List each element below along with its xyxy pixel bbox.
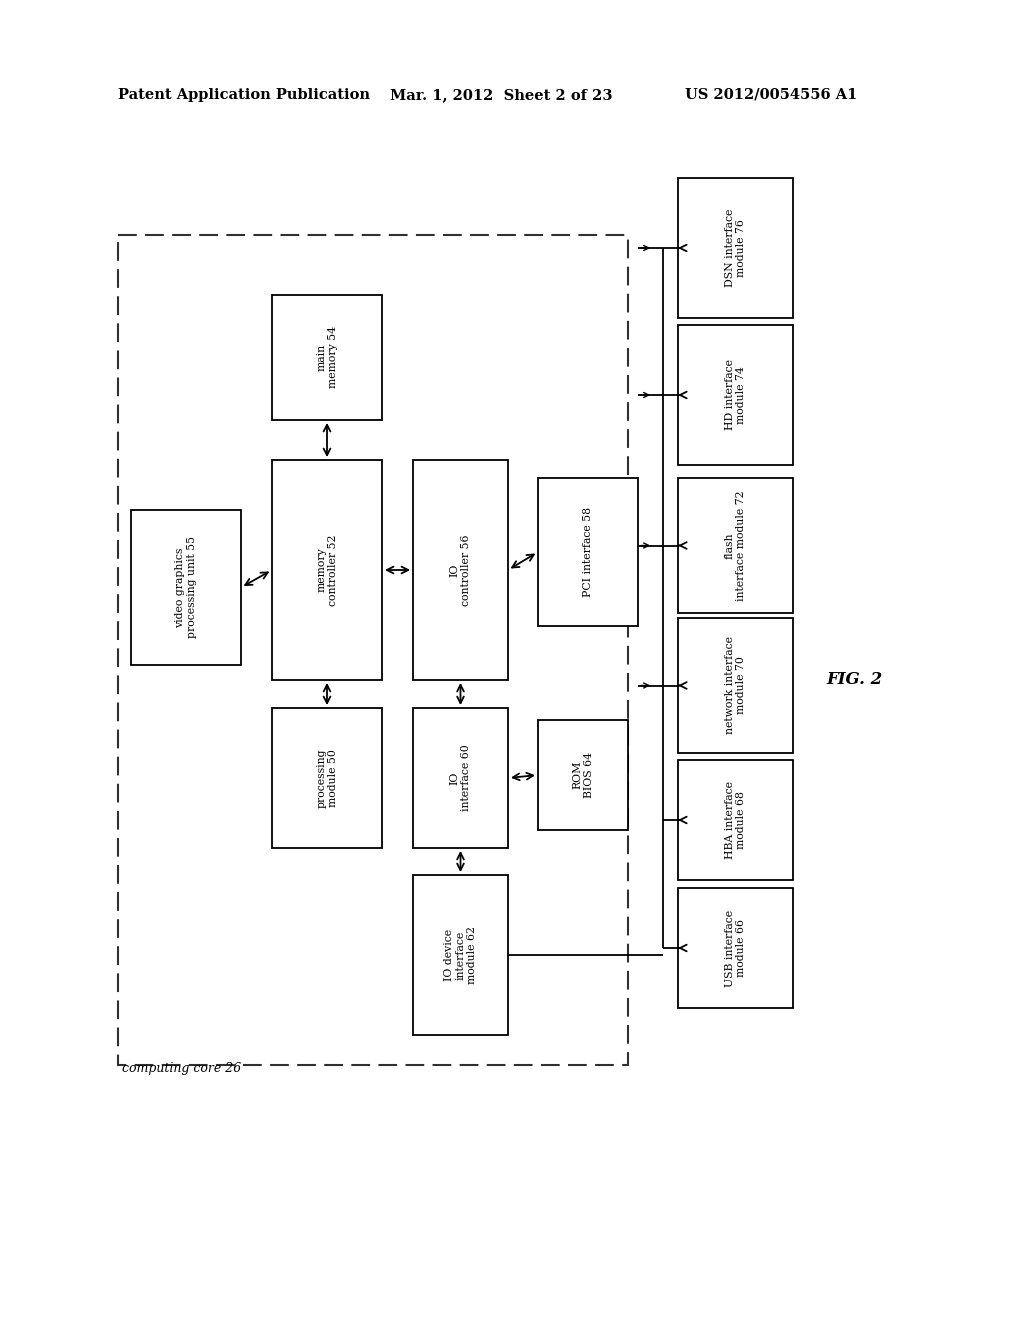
FancyBboxPatch shape bbox=[678, 178, 793, 318]
Text: FIG. 2: FIG. 2 bbox=[826, 672, 883, 689]
FancyBboxPatch shape bbox=[131, 510, 241, 665]
FancyBboxPatch shape bbox=[678, 618, 793, 752]
FancyBboxPatch shape bbox=[413, 459, 508, 680]
Text: Patent Application Publication: Patent Application Publication bbox=[118, 88, 370, 102]
Text: HD interface
module 74: HD interface module 74 bbox=[725, 359, 746, 430]
Text: memory
controller 52: memory controller 52 bbox=[316, 535, 338, 606]
Text: DSN interface
module 76: DSN interface module 76 bbox=[725, 209, 746, 288]
Text: PCI interface 58: PCI interface 58 bbox=[583, 507, 593, 597]
Text: computing core 26: computing core 26 bbox=[122, 1063, 242, 1074]
FancyBboxPatch shape bbox=[678, 888, 793, 1008]
FancyBboxPatch shape bbox=[678, 325, 793, 465]
FancyBboxPatch shape bbox=[272, 459, 382, 680]
Text: main
memory 54: main memory 54 bbox=[316, 326, 338, 388]
FancyBboxPatch shape bbox=[678, 760, 793, 880]
Text: network interface
module 70: network interface module 70 bbox=[725, 636, 746, 734]
Text: ROM
BIOS 64: ROM BIOS 64 bbox=[572, 752, 594, 799]
Text: HBA interface
module 68: HBA interface module 68 bbox=[725, 781, 746, 859]
Text: Mar. 1, 2012  Sheet 2 of 23: Mar. 1, 2012 Sheet 2 of 23 bbox=[390, 88, 612, 102]
FancyBboxPatch shape bbox=[272, 708, 382, 847]
Text: IO device
interface
module 62: IO device interface module 62 bbox=[443, 927, 477, 983]
FancyBboxPatch shape bbox=[272, 294, 382, 420]
Text: processing
module 50: processing module 50 bbox=[316, 748, 338, 808]
FancyBboxPatch shape bbox=[413, 708, 508, 847]
Text: IO
controller 56: IO controller 56 bbox=[450, 535, 471, 606]
FancyBboxPatch shape bbox=[538, 478, 638, 626]
FancyBboxPatch shape bbox=[678, 478, 793, 612]
Text: USB interface
module 66: USB interface module 66 bbox=[725, 909, 746, 986]
Text: video graphics
processing unit 55: video graphics processing unit 55 bbox=[175, 536, 197, 639]
FancyBboxPatch shape bbox=[538, 719, 628, 830]
Text: flash
interface module 72: flash interface module 72 bbox=[725, 490, 746, 601]
Text: IO
interface 60: IO interface 60 bbox=[450, 744, 471, 812]
Text: US 2012/0054556 A1: US 2012/0054556 A1 bbox=[685, 88, 857, 102]
FancyBboxPatch shape bbox=[413, 875, 508, 1035]
